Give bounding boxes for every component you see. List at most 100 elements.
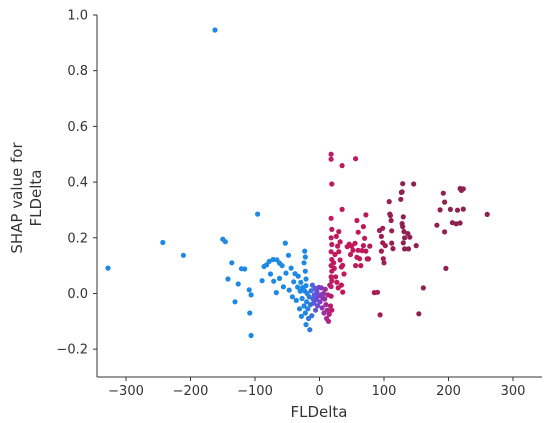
data-point bbox=[222, 239, 228, 245]
data-point bbox=[255, 211, 261, 217]
data-point bbox=[390, 246, 396, 252]
data-point bbox=[286, 287, 292, 293]
data-point bbox=[356, 256, 363, 262]
data-point bbox=[324, 307, 330, 313]
data-point bbox=[353, 263, 359, 269]
data-point bbox=[382, 243, 388, 249]
data-point bbox=[350, 247, 356, 253]
y-tick-label: 1.0 bbox=[67, 9, 88, 24]
data-point bbox=[386, 199, 392, 205]
data-point bbox=[246, 287, 252, 293]
data-point bbox=[232, 299, 238, 305]
data-point bbox=[329, 181, 335, 187]
data-point bbox=[389, 240, 395, 246]
data-point bbox=[259, 278, 265, 284]
data-point bbox=[291, 279, 297, 285]
data-point bbox=[442, 229, 448, 235]
y-axis-label-line-2: FLDelta bbox=[27, 169, 45, 226]
data-point bbox=[289, 294, 295, 300]
data-point bbox=[329, 278, 335, 284]
data-point bbox=[319, 305, 325, 311]
data-point bbox=[105, 265, 111, 271]
x-tick-label: 100 bbox=[372, 384, 397, 399]
data-point bbox=[340, 262, 346, 268]
y-tick-label: −0.2 bbox=[56, 343, 88, 358]
data-point bbox=[374, 289, 381, 295]
data-point bbox=[339, 206, 345, 212]
data-point bbox=[298, 279, 304, 285]
data-point bbox=[337, 257, 343, 263]
data-point bbox=[378, 233, 384, 239]
data-point bbox=[329, 307, 335, 313]
data-point bbox=[333, 274, 339, 280]
data-point bbox=[337, 239, 343, 245]
data-point bbox=[331, 265, 337, 271]
y-axis-label: SHAP value for FLDelta bbox=[8, 142, 45, 254]
data-point bbox=[405, 246, 412, 252]
x-tick-label: 300 bbox=[501, 384, 526, 399]
data-point bbox=[301, 260, 307, 266]
x-tick-label: −300 bbox=[108, 384, 144, 399]
data-point bbox=[358, 263, 364, 269]
data-point bbox=[323, 302, 329, 308]
data-point bbox=[295, 284, 301, 290]
data-point bbox=[380, 256, 386, 262]
data-point bbox=[340, 289, 346, 295]
data-point bbox=[363, 212, 369, 218]
data-point bbox=[328, 151, 334, 157]
data-point bbox=[380, 225, 386, 231]
data-point bbox=[309, 313, 315, 319]
data-point bbox=[359, 248, 365, 254]
data-point bbox=[288, 265, 294, 271]
data-point bbox=[248, 292, 254, 298]
data-point bbox=[307, 327, 313, 333]
x-tick-label: 0 bbox=[315, 384, 323, 399]
data-point bbox=[242, 266, 248, 272]
data-point bbox=[267, 271, 274, 277]
data-point bbox=[437, 207, 443, 213]
data-point bbox=[388, 217, 394, 224]
data-point bbox=[298, 313, 304, 319]
data-point bbox=[328, 274, 334, 280]
data-point bbox=[322, 296, 328, 302]
data-point bbox=[318, 285, 324, 291]
data-point bbox=[440, 190, 446, 196]
data-point bbox=[328, 235, 334, 241]
data-point bbox=[460, 186, 466, 192]
data-point bbox=[367, 243, 373, 249]
data-point bbox=[225, 276, 231, 282]
data-point bbox=[454, 207, 461, 213]
data-point bbox=[402, 235, 408, 241]
data-point bbox=[329, 226, 335, 232]
data-point bbox=[212, 27, 218, 33]
data-point bbox=[325, 318, 332, 324]
y-ticks: −0.2 0.0 0.2 0.4 0.6 0.8 1.0 bbox=[56, 9, 97, 358]
data-point bbox=[303, 322, 309, 328]
data-point bbox=[399, 189, 405, 195]
data-point bbox=[447, 206, 453, 212]
data-point bbox=[460, 206, 466, 212]
data-point bbox=[400, 214, 406, 220]
data-point bbox=[355, 247, 361, 253]
data-point bbox=[336, 229, 342, 235]
data-point bbox=[328, 293, 334, 299]
data-point bbox=[442, 199, 448, 205]
data-point bbox=[235, 281, 241, 287]
data-point bbox=[304, 299, 310, 305]
data-point bbox=[338, 282, 344, 288]
data-point bbox=[443, 265, 449, 271]
data-point bbox=[303, 276, 309, 282]
data-point bbox=[296, 306, 303, 312]
data-point bbox=[360, 243, 366, 249]
y-axis-label-line-1: SHAP value for bbox=[8, 142, 26, 254]
data-point bbox=[353, 156, 359, 162]
data-point bbox=[315, 303, 321, 309]
data-point bbox=[336, 249, 342, 255]
data-point bbox=[313, 307, 319, 313]
data-point bbox=[279, 263, 285, 269]
data-point bbox=[387, 212, 393, 219]
data-point bbox=[302, 254, 308, 260]
x-axis-label: FLDelta bbox=[290, 403, 347, 421]
data-point bbox=[453, 221, 459, 227]
